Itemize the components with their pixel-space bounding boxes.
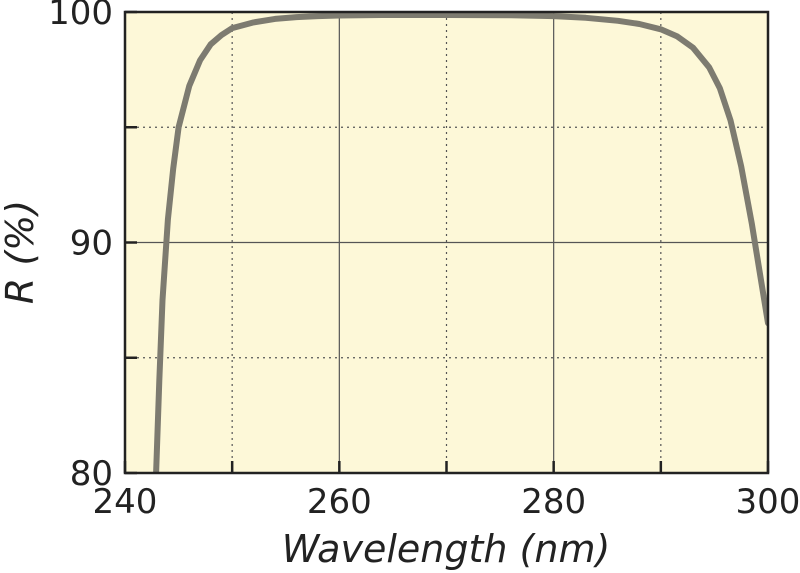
y-axis-title: R (%) [0,200,42,304]
y-tick-label: 90 [70,224,113,264]
axis-ticks [123,10,770,475]
grid-lines [125,12,768,473]
x-axis-title: Wavelength (nm) [282,527,611,571]
y-tick-label: 80 [70,454,113,494]
x-tick-label: 300 [736,482,800,522]
x-tick-label: 260 [307,482,372,522]
tick-labels: 240 260 280 300 80 90 100 [48,0,800,522]
x-tick-label: 240 [93,482,158,522]
y-tick-label: 100 [48,0,113,33]
x-tick-label: 280 [521,482,586,522]
series-line-reflectance [153,12,768,473]
